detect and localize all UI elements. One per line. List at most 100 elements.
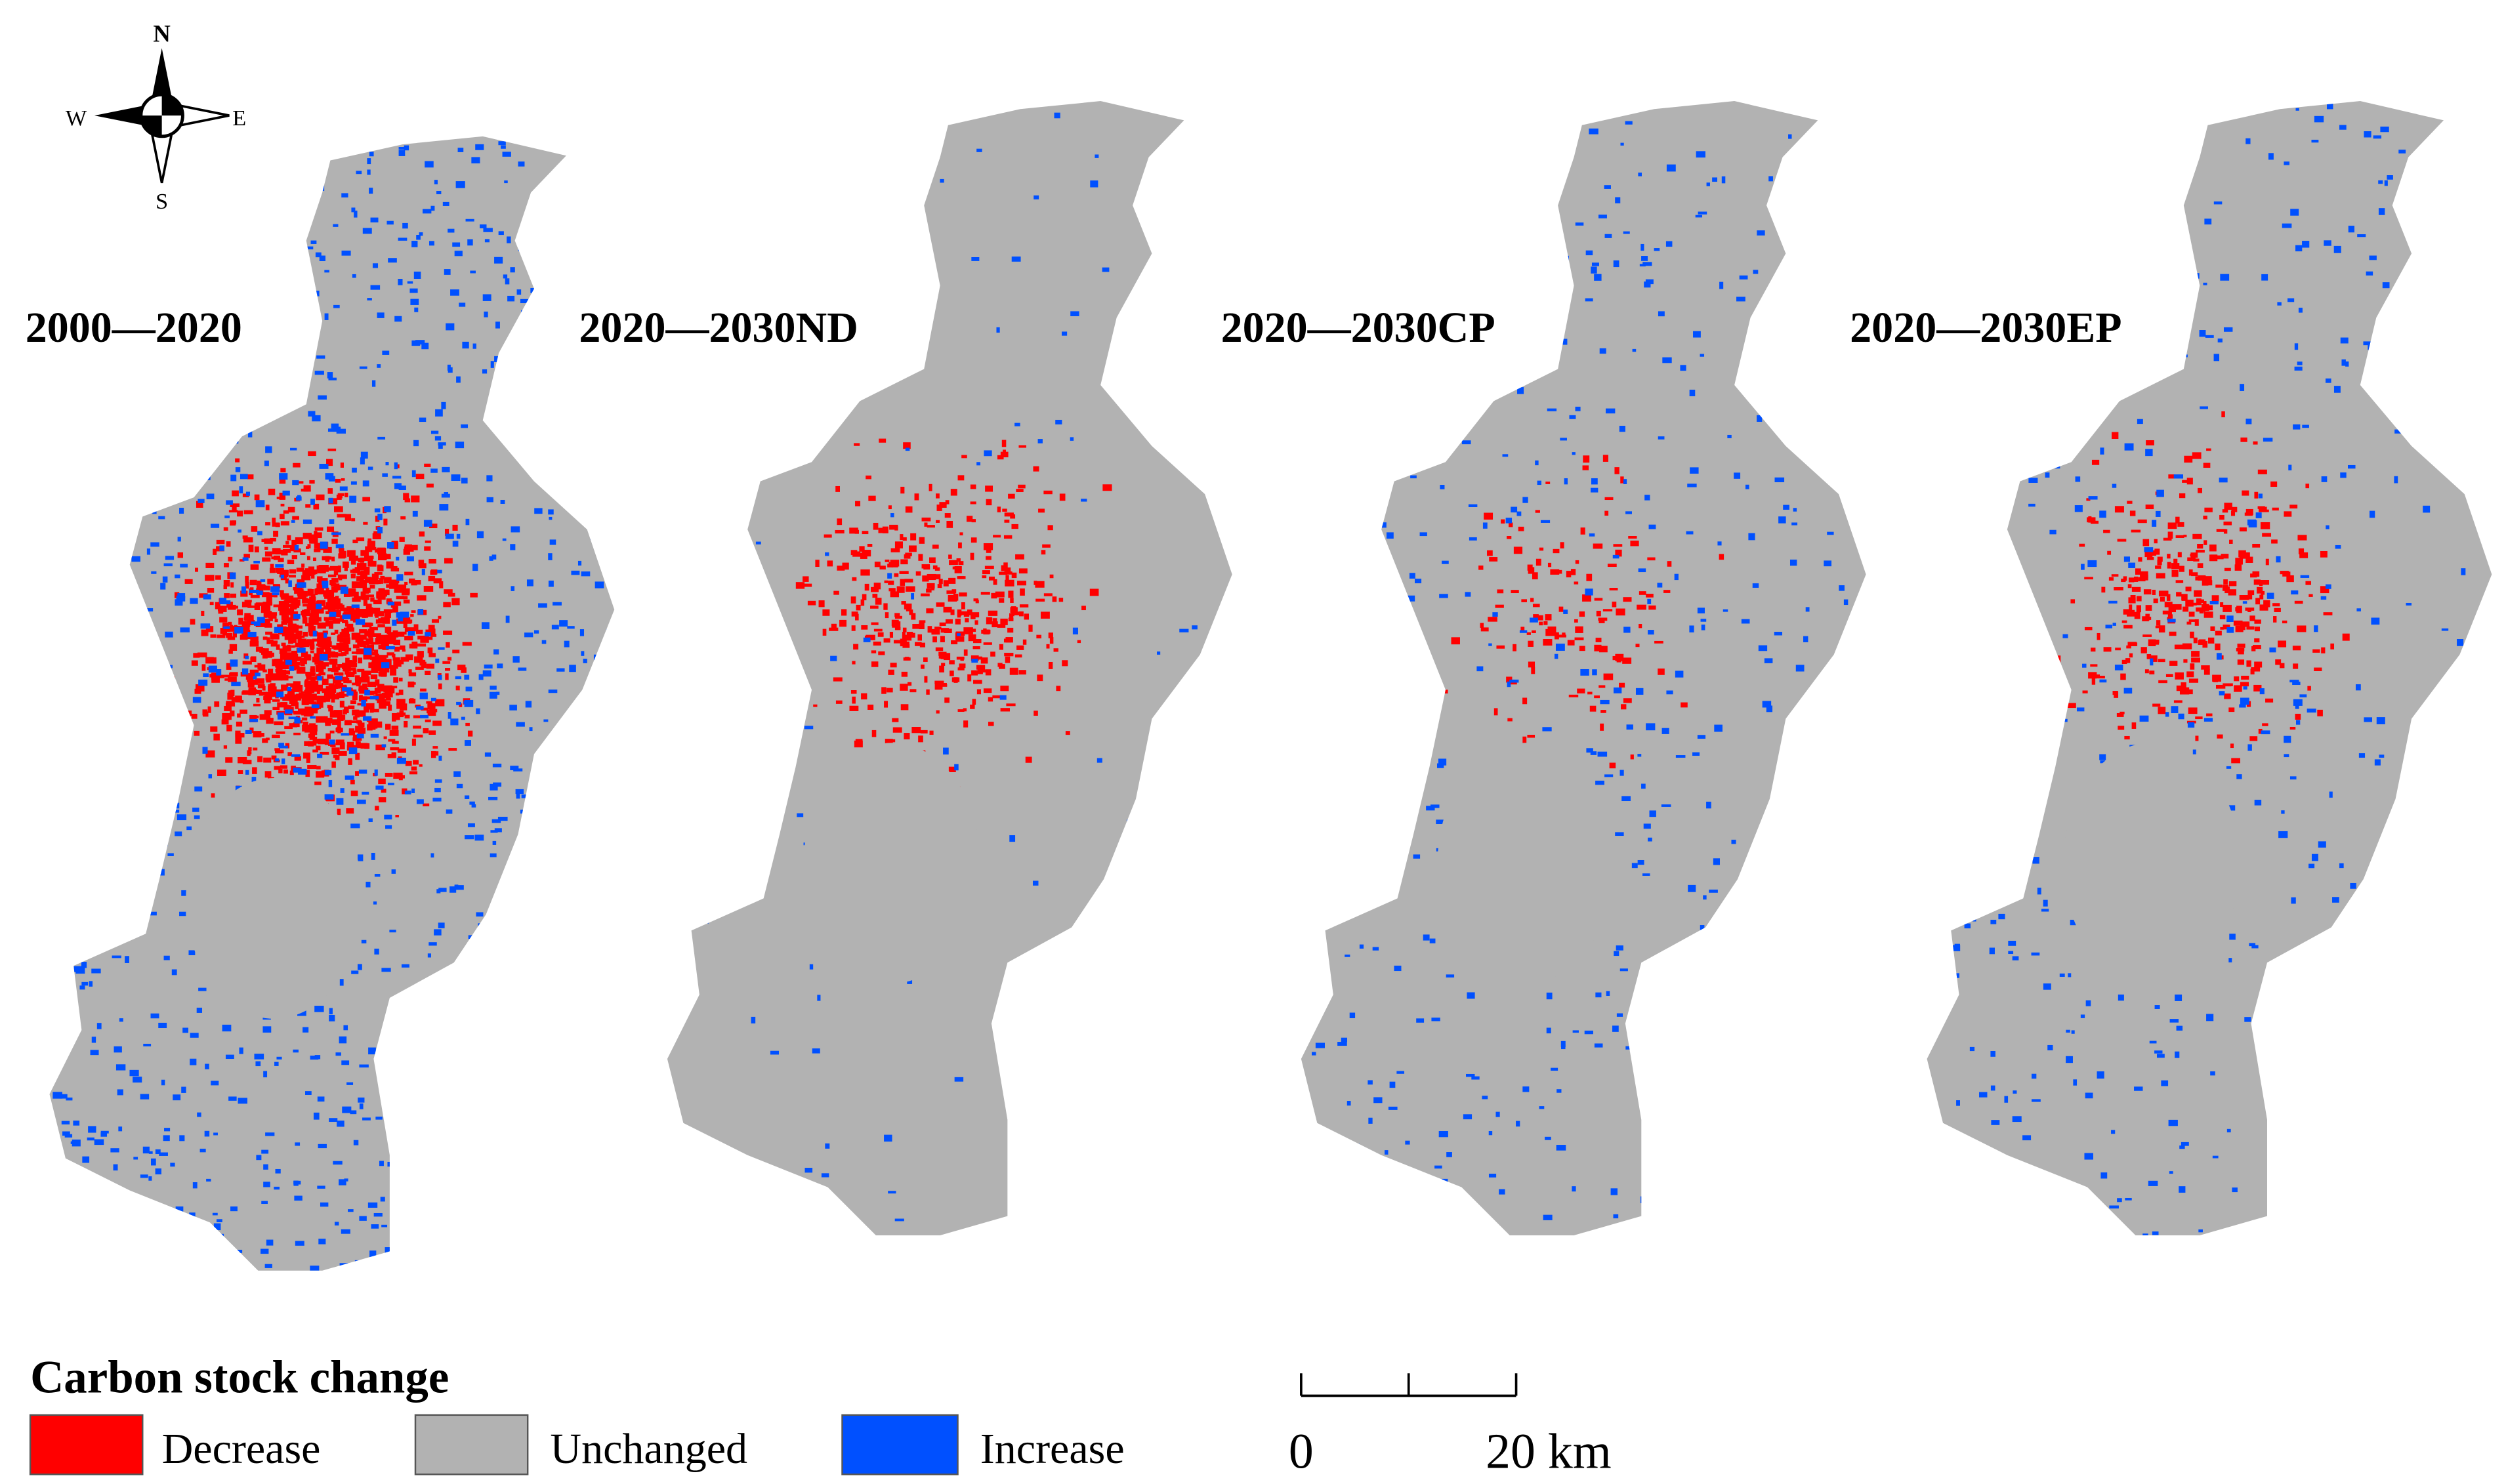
increase-pixel — [88, 1126, 96, 1133]
increase-pixel — [113, 1164, 118, 1171]
decrease-pixel — [345, 657, 350, 663]
decrease-pixel — [312, 614, 318, 621]
increase-pixel — [384, 814, 392, 819]
decrease-pixel — [424, 463, 431, 467]
increase-pixel — [367, 1202, 378, 1208]
increase-pixel — [317, 1185, 325, 1189]
increase-pixel — [583, 374, 589, 379]
increase-pixel — [1320, 404, 1326, 408]
increase-pixel — [484, 664, 493, 669]
increase-pixel — [349, 495, 357, 503]
decrease-pixel — [943, 580, 949, 587]
increase-pixel — [2219, 691, 2225, 695]
increase-pixel — [387, 1044, 397, 1051]
decrease-pixel — [2203, 611, 2213, 618]
decrease-pixel — [309, 569, 318, 575]
increase-pixel — [394, 316, 402, 322]
increase-pixel — [1504, 318, 1514, 323]
decrease-pixel — [986, 556, 992, 560]
increase-pixel — [502, 898, 506, 906]
increase-pixel — [2018, 379, 2024, 382]
decrease-pixel — [350, 557, 356, 565]
decrease-pixel — [270, 686, 277, 694]
decrease-pixel — [2191, 651, 2200, 657]
increase-pixel — [954, 1077, 964, 1082]
increase-pixel — [434, 180, 438, 184]
decrease-pixel — [295, 715, 300, 720]
increase-pixel — [502, 538, 507, 541]
decrease-pixel — [2156, 620, 2161, 626]
increase-pixel — [2095, 1212, 2100, 1219]
decrease-pixel — [327, 608, 335, 614]
decrease-pixel — [335, 478, 341, 483]
increase-pixel — [1377, 1168, 1385, 1175]
increase-pixel — [2384, 1237, 2390, 1241]
increase-pixel — [470, 1159, 474, 1163]
increase-pixel — [1575, 406, 1581, 411]
increase-pixel — [140, 825, 145, 832]
decrease-pixel — [2284, 511, 2292, 517]
decrease-pixel — [2067, 703, 2076, 709]
decrease-pixel — [247, 474, 254, 480]
decrease-pixel — [950, 670, 954, 676]
increase-pixel — [99, 410, 107, 417]
decrease-pixel — [1616, 608, 1625, 616]
decrease-pixel — [360, 570, 370, 575]
increase-pixel — [81, 962, 87, 968]
increase-pixel — [1179, 629, 1189, 632]
decrease-pixel — [2247, 590, 2255, 596]
increase-pixel — [190, 293, 198, 299]
increase-pixel — [1805, 607, 1810, 612]
increase-pixel — [381, 968, 391, 972]
decrease-pixel — [2183, 535, 2187, 537]
increase-pixel — [237, 186, 243, 190]
increase-pixel — [257, 531, 262, 535]
decrease-pixel — [2165, 674, 2173, 677]
increase-pixel — [374, 948, 379, 955]
decrease-pixel — [280, 670, 291, 675]
decrease-pixel — [352, 682, 356, 686]
decrease-pixel — [904, 554, 911, 559]
decrease-pixel — [933, 574, 941, 579]
increase-pixel — [2077, 103, 2086, 111]
decrease-pixel — [359, 576, 364, 583]
increase-pixel — [394, 483, 402, 489]
increase-pixel — [1790, 272, 1799, 279]
decrease-pixel — [447, 657, 452, 661]
decrease-pixel — [307, 588, 312, 596]
increase-pixel — [1371, 492, 1381, 496]
decrease-pixel — [248, 747, 252, 752]
increase-pixel — [1620, 142, 1624, 146]
increase-pixel — [2261, 274, 2268, 281]
decrease-pixel — [971, 519, 976, 523]
increase-pixel — [126, 1249, 130, 1256]
decrease-pixel — [1598, 619, 1605, 623]
increase-pixel — [2100, 760, 2106, 764]
increase-pixel — [392, 619, 397, 626]
compass: N S E W — [66, 20, 246, 214]
increase-pixel — [2066, 1029, 2070, 1033]
increase-pixel — [416, 799, 424, 804]
decrease-pixel — [1018, 611, 1024, 617]
increase-pixel — [769, 264, 779, 272]
increase-pixel — [402, 1102, 409, 1106]
decrease-pixel — [417, 643, 427, 647]
decrease-pixel — [432, 746, 438, 749]
increase-pixel — [1535, 460, 1539, 466]
decrease-pixel — [336, 642, 346, 647]
increase-pixel — [1841, 181, 1850, 185]
decrease-pixel — [960, 611, 971, 615]
decrease-pixel — [2242, 490, 2249, 496]
decrease-pixel — [292, 617, 299, 621]
increase-pixel — [2292, 682, 2301, 686]
increase-pixel — [81, 363, 87, 371]
increase-pixel — [2412, 1192, 2419, 1200]
increase-pixel — [1767, 1025, 1772, 1031]
increase-pixel — [2228, 805, 2236, 811]
increase-pixel — [2444, 978, 2452, 985]
increase-pixel — [1764, 658, 1773, 663]
increase-pixel — [465, 740, 471, 746]
decrease-pixel — [849, 705, 859, 711]
increase-pixel — [2378, 208, 2385, 215]
decrease-pixel — [324, 739, 329, 745]
